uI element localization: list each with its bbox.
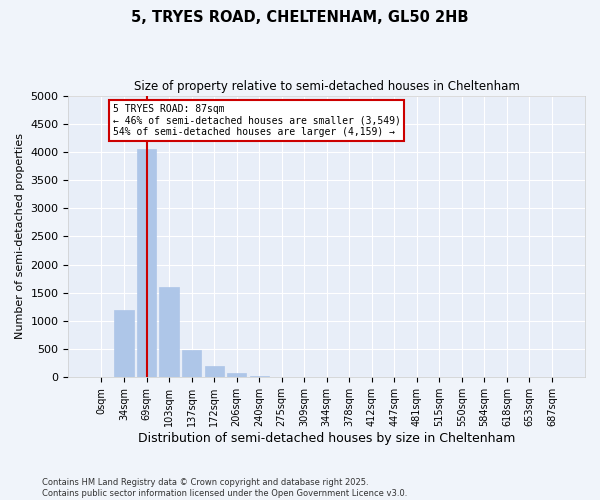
Bar xyxy=(227,373,246,377)
Text: 5 TRYES ROAD: 87sqm
← 46% of semi-detached houses are smaller (3,549)
54% of sem: 5 TRYES ROAD: 87sqm ← 46% of semi-detach… xyxy=(113,104,401,137)
Bar xyxy=(115,310,134,377)
X-axis label: Distribution of semi-detached houses by size in Cheltenham: Distribution of semi-detached houses by … xyxy=(138,432,515,445)
Bar xyxy=(137,149,156,377)
Y-axis label: Number of semi-detached properties: Number of semi-detached properties xyxy=(15,134,25,340)
Text: 5, TRYES ROAD, CHELTENHAM, GL50 2HB: 5, TRYES ROAD, CHELTENHAM, GL50 2HB xyxy=(131,10,469,25)
Bar xyxy=(272,376,291,377)
Bar xyxy=(205,366,224,377)
Title: Size of property relative to semi-detached houses in Cheltenham: Size of property relative to semi-detach… xyxy=(134,80,520,93)
Text: Contains HM Land Registry data © Crown copyright and database right 2025.
Contai: Contains HM Land Registry data © Crown c… xyxy=(42,478,407,498)
Bar xyxy=(160,287,179,377)
Bar xyxy=(182,350,201,377)
Bar xyxy=(250,376,269,377)
